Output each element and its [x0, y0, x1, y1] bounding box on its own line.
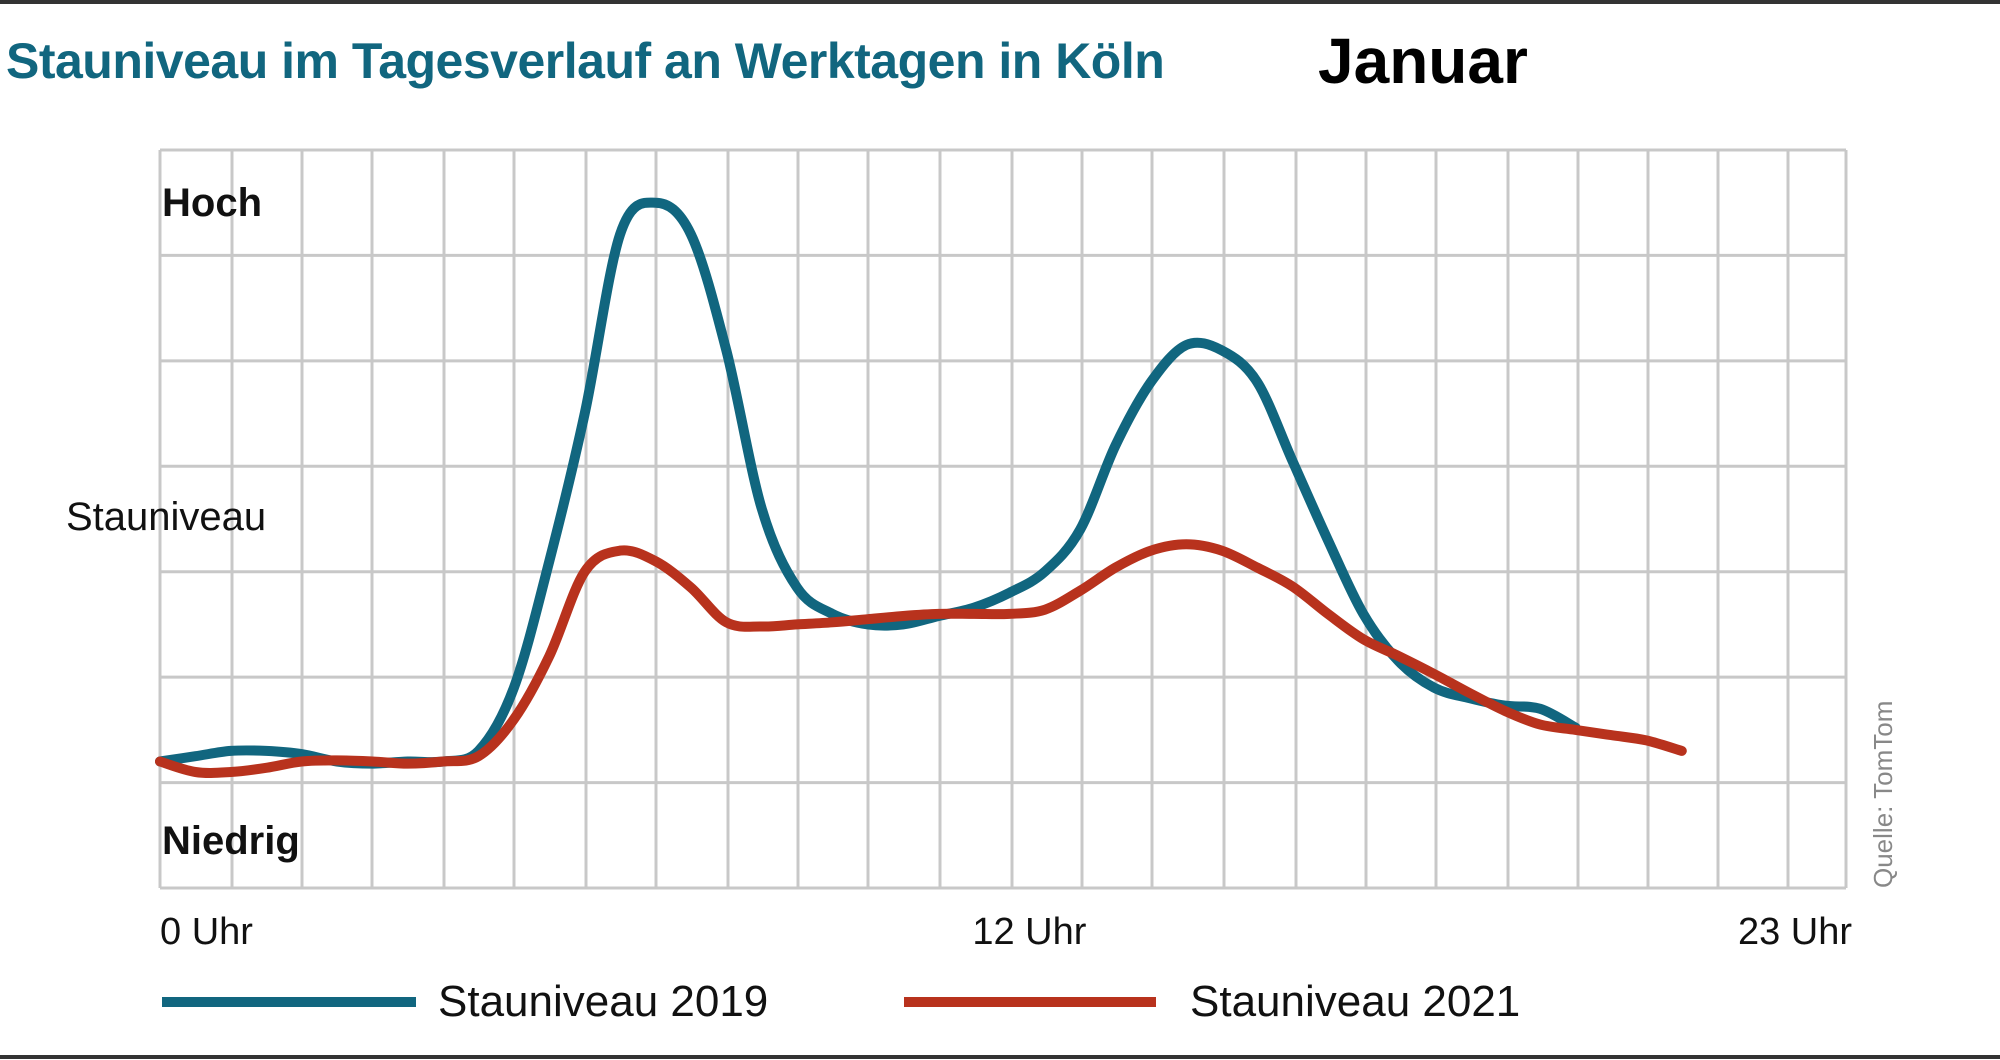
y-bottom-label: Niedrig: [162, 819, 300, 863]
chart-subtitle: Januar: [1318, 25, 1528, 97]
y-top-label: Hoch: [162, 181, 262, 225]
bottom-rule: [0, 1055, 2000, 1059]
x-tick-labels: 0 Uhr 12 Uhr 23 Uhr: [160, 911, 1852, 953]
series-line-2021: [155, 539, 1687, 778]
legend-label-2021: Stauniveau 2021: [1190, 977, 1520, 1026]
x-tick-label: 12 Uhr: [972, 911, 1086, 953]
top-rule: [0, 0, 2000, 4]
y-axis-label: Stauniveau: [66, 495, 266, 539]
x-tick-label: 23 Uhr: [1738, 911, 1852, 953]
chart-title: Stauniveau im Tagesverlauf an Werktagen …: [6, 33, 1165, 89]
legend-label-2019: Stauniveau 2019: [438, 977, 768, 1026]
x-tick-label: 0 Uhr: [160, 911, 253, 953]
series-layer: [155, 197, 1687, 778]
chart-grid: [158, 148, 1848, 890]
source-credit: Quelle: TomTom: [1868, 701, 1898, 888]
